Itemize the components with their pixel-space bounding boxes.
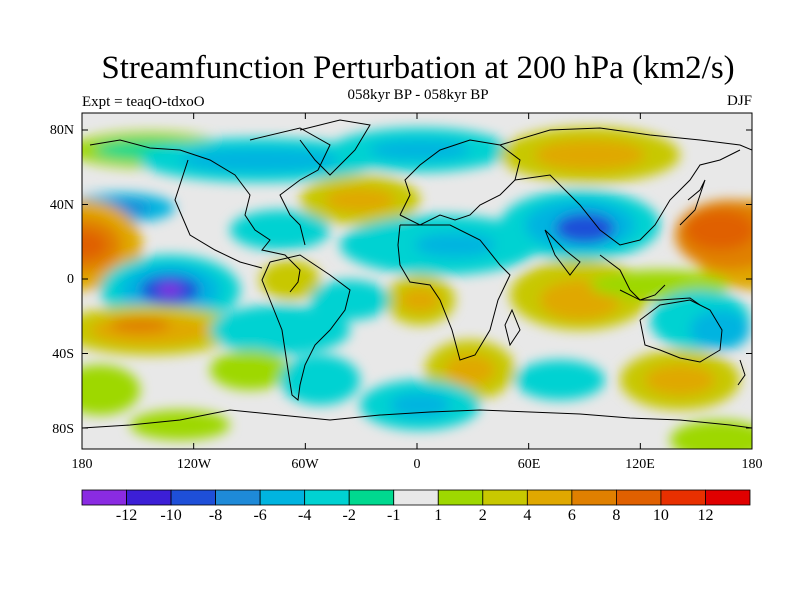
colorbar-label: 2 bbox=[478, 507, 487, 524]
chart-subtitle: 058kyr BP - 058kyr BP bbox=[347, 87, 489, 103]
coastlines bbox=[82, 119, 752, 429]
lat-label-80S: 80S bbox=[52, 422, 74, 437]
contour-region-neg2 bbox=[210, 305, 350, 355]
lon-label-180e: 180 bbox=[741, 457, 763, 472]
contour-region-2 bbox=[130, 410, 230, 440]
lon-label-180w: 180 bbox=[71, 457, 93, 472]
contour-region-neg4 bbox=[370, 140, 470, 160]
colorbar-swatch bbox=[660, 489, 706, 506]
lat-label-40S: 40S bbox=[52, 347, 74, 362]
colorbar-swatch bbox=[571, 489, 617, 506]
colorbar-label: 6 bbox=[567, 507, 576, 524]
streamfunction-field bbox=[82, 113, 752, 449]
colorbar-swatch bbox=[705, 489, 751, 506]
contour-region-neg2 bbox=[230, 210, 330, 250]
colorbar-swatch bbox=[126, 489, 172, 506]
contour-region-neg2 bbox=[280, 355, 360, 405]
contour-region-neg4 bbox=[180, 148, 340, 172]
chart-title: Streamfunction Perturbation at 200 hPa (… bbox=[101, 50, 735, 86]
colorbar bbox=[81, 489, 751, 506]
contour-region-neg12 bbox=[158, 284, 182, 296]
colorbar-label: -6 bbox=[253, 507, 267, 524]
contour-region-10 bbox=[685, 210, 752, 250]
colorbar-label: -8 bbox=[208, 507, 223, 524]
contour-region-neg2 bbox=[515, 360, 605, 400]
lon-label-120e: 120E bbox=[625, 457, 655, 472]
lon-label-0: 0 bbox=[413, 457, 421, 472]
colorbar-label: 10 bbox=[652, 507, 669, 524]
colorbar-label: -12 bbox=[115, 507, 138, 524]
colorbar-label: -1 bbox=[387, 507, 401, 524]
colorbar-label: -2 bbox=[342, 507, 356, 524]
contour-region-neg8 bbox=[555, 213, 615, 243]
contour-region-2 bbox=[82, 365, 140, 415]
lat-label-80N: 80N bbox=[49, 123, 74, 138]
contour-region-6 bbox=[400, 288, 440, 312]
colorbar-swatch bbox=[526, 489, 573, 506]
colorbar-label: 1 bbox=[434, 507, 443, 524]
colorbar-label: 4 bbox=[523, 507, 532, 524]
lon-label-120w: 120W bbox=[176, 457, 212, 472]
colorbar-swatch bbox=[215, 489, 261, 506]
contour-region-2 bbox=[210, 350, 290, 390]
colorbar-swatch bbox=[616, 489, 662, 506]
contour-region-4 bbox=[260, 260, 320, 300]
contour-region-6 bbox=[325, 188, 395, 212]
colorbar-swatch bbox=[482, 489, 528, 506]
contour-region-6 bbox=[645, 365, 715, 395]
contour-region-6 bbox=[535, 140, 645, 170]
colorbar-label: -4 bbox=[297, 507, 312, 524]
colorbar-swatch bbox=[437, 489, 484, 506]
contour-region-10 bbox=[82, 230, 107, 260]
colorbar-swatch bbox=[259, 489, 306, 506]
experiment-label: Expt = teaqO-tdxoO bbox=[82, 94, 205, 110]
lat-label-40N: 40N bbox=[49, 198, 74, 213]
contour-region-neg4 bbox=[690, 310, 750, 350]
season-label: DJF bbox=[726, 93, 752, 109]
lon-label-60w: 60W bbox=[291, 457, 319, 472]
contour-region-neg4 bbox=[390, 393, 450, 417]
colorbar-swatch bbox=[81, 489, 127, 506]
contour-region-neg2 bbox=[310, 280, 390, 320]
colorbar-swatch bbox=[170, 489, 216, 506]
lat-label-0: 0 bbox=[67, 272, 74, 287]
colorbar-label: 12 bbox=[697, 507, 714, 524]
colorbar-label: 8 bbox=[612, 507, 621, 524]
colorbar-swatch bbox=[304, 489, 350, 506]
colorbar-swatch bbox=[393, 489, 439, 506]
contour-region-2 bbox=[670, 420, 752, 449]
lon-label-60e: 60E bbox=[517, 457, 541, 472]
colorbar-label: -10 bbox=[160, 507, 182, 524]
contour-region-8 bbox=[110, 317, 170, 333]
colorbar-swatch bbox=[348, 489, 395, 506]
contour-region-neg4 bbox=[415, 233, 495, 257]
contour-region-6 bbox=[445, 355, 495, 385]
